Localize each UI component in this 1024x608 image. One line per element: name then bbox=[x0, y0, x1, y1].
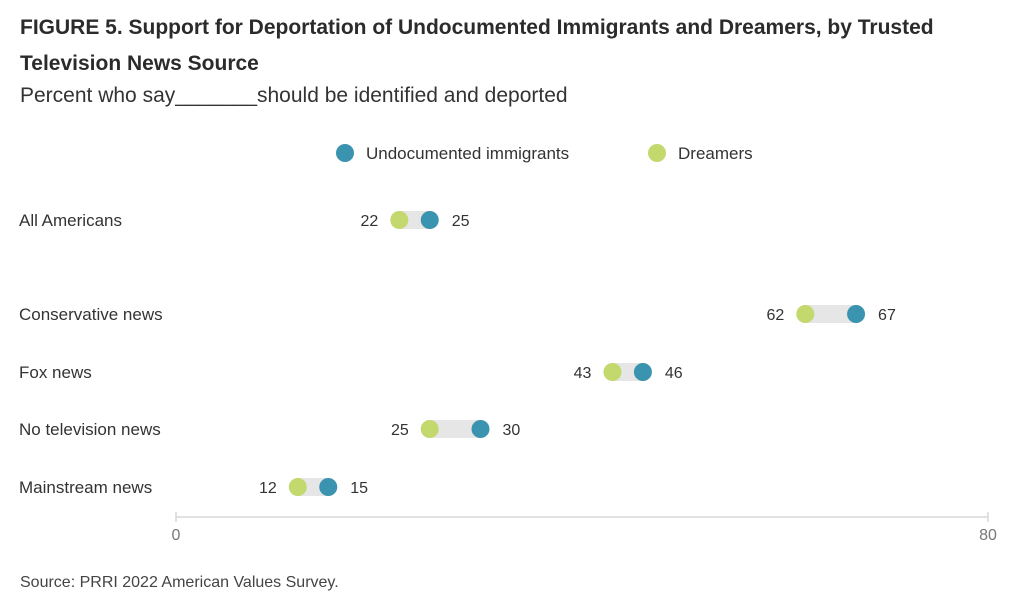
category-label: All Americans bbox=[19, 211, 122, 230]
immigrants-value-label: 67 bbox=[878, 307, 896, 324]
dreamers-point bbox=[796, 305, 815, 323]
immigrants-value-label: 15 bbox=[350, 480, 368, 497]
immigrants-value-label: 46 bbox=[665, 365, 683, 382]
legend-marker-1 bbox=[648, 144, 666, 162]
dreamers-point bbox=[390, 211, 409, 229]
category-label: Fox news bbox=[19, 363, 92, 382]
dreamers-point bbox=[288, 478, 307, 496]
x-tick-label: 0 bbox=[172, 527, 181, 544]
immigrants-point bbox=[633, 363, 652, 381]
immigrants-value-label: 30 bbox=[503, 422, 521, 439]
immigrants-point bbox=[420, 211, 439, 229]
chart-subtitle: Percent who say_______should be identifi… bbox=[20, 84, 568, 107]
x-tick-label: 80 bbox=[979, 527, 997, 544]
immigrants-point bbox=[471, 420, 490, 438]
category-label: Conservative news bbox=[19, 305, 163, 324]
dreamers-value-label: 43 bbox=[574, 365, 592, 382]
legend-label-0: Undocumented immigrants bbox=[366, 144, 569, 163]
chart-title: FIGURE 5. Support for Deportation of Und… bbox=[20, 16, 934, 75]
dreamers-value-label: 12 bbox=[259, 480, 277, 497]
immigrants-value-label: 25 bbox=[452, 213, 470, 230]
legend-label-1: Dreamers bbox=[678, 144, 753, 163]
immigrants-point bbox=[319, 478, 338, 496]
category-label: Mainstream news bbox=[19, 478, 152, 497]
dreamers-value-label: 62 bbox=[767, 307, 785, 324]
dumbbell-chart: Undocumented immigrants Dreamers All Ameri… bbox=[19, 144, 997, 544]
category-label: No television news bbox=[19, 420, 161, 439]
source-note: Source: PRRI 2022 American Values Survey… bbox=[20, 574, 339, 591]
dreamers-point bbox=[420, 420, 439, 438]
dreamers-value-label: 22 bbox=[361, 213, 379, 230]
dreamers-value-label: 25 bbox=[391, 422, 409, 439]
immigrants-point bbox=[847, 305, 866, 323]
dreamers-point bbox=[603, 363, 622, 381]
legend-marker-0 bbox=[336, 144, 354, 162]
